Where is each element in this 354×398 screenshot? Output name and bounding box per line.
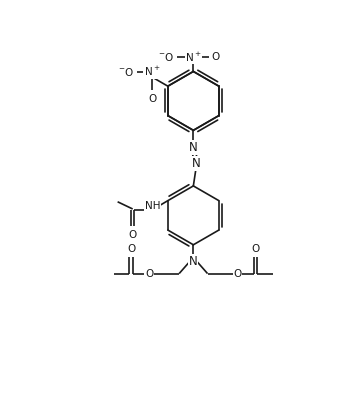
Text: N: N [189,255,198,267]
Text: N$^+$: N$^+$ [144,65,161,78]
Text: N: N [189,141,198,154]
Text: $^{-}$O: $^{-}$O [118,66,134,78]
Text: O: O [234,269,242,279]
Text: O: O [251,244,260,254]
Text: O: O [148,94,156,103]
Text: N$^+$: N$^+$ [185,51,202,64]
Text: O: O [129,230,137,240]
Text: O: O [127,244,135,254]
Text: N: N [192,157,200,170]
Text: NH: NH [144,201,160,211]
Text: $^{-}$O: $^{-}$O [158,51,175,63]
Text: O: O [145,269,153,279]
Text: O: O [212,53,220,62]
